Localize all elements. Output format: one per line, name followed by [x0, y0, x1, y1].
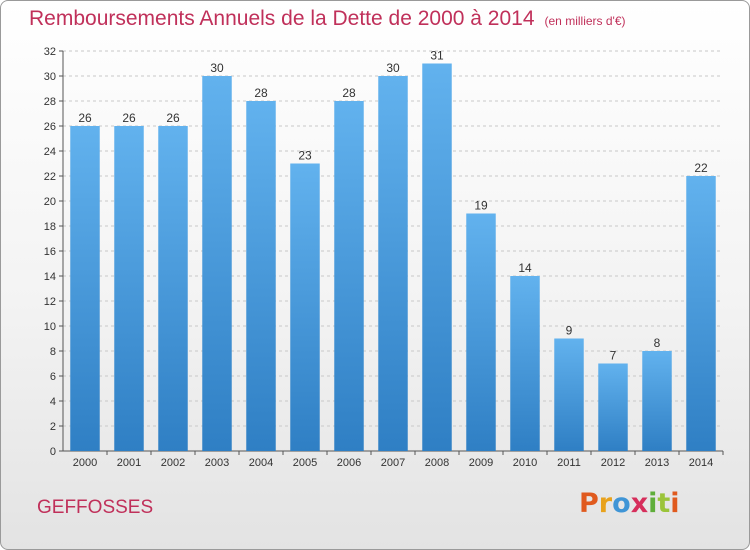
logo-letter: t	[657, 488, 671, 519]
data-label-2000: 26	[78, 111, 92, 125]
x-tick-label: 2012	[601, 457, 625, 469]
y-tick-label: 8	[50, 346, 56, 358]
y-tick-label: 24	[44, 146, 56, 158]
labels: 0246810121416182022242628303226200026200…	[44, 46, 713, 469]
y-tick-label: 26	[44, 121, 56, 133]
x-tick-label: 2006	[337, 457, 361, 469]
data-label-2010: 14	[518, 261, 532, 275]
chart-unit: (en milliers d'€)	[544, 14, 626, 28]
y-tick-label: 32	[44, 46, 56, 58]
data-label-2005: 23	[298, 149, 312, 163]
x-tick-label: 2008	[425, 457, 449, 469]
bar-2006	[334, 101, 364, 451]
data-label-2009: 19	[474, 199, 488, 213]
chart-title-text: Remboursements Annuels de la Dette de 20…	[29, 7, 535, 30]
bar-2011	[554, 338, 584, 451]
x-tick-label: 2009	[469, 457, 493, 469]
proxiti-logo[interactable]: Proxiti	[579, 488, 680, 519]
x-tick-label: 2013	[645, 457, 669, 469]
bar-2004	[246, 101, 276, 451]
data-label-2014: 22	[694, 161, 708, 175]
bars	[70, 63, 716, 451]
bar-2002	[158, 126, 188, 451]
logo-letter: x	[630, 488, 649, 519]
bar-2008	[422, 63, 452, 451]
y-tick-label: 18	[44, 221, 56, 233]
logo-letter: o	[612, 488, 631, 519]
data-label-2011: 9	[566, 324, 573, 338]
y-tick-label: 0	[50, 446, 56, 458]
bar-2000	[70, 126, 100, 451]
x-tick-label: 2007	[381, 457, 405, 469]
bar-2007	[378, 76, 408, 451]
bar-2010	[510, 276, 540, 451]
y-tick-label: 28	[44, 96, 56, 108]
y-tick-label: 16	[44, 246, 56, 258]
data-label-2007: 30	[386, 61, 400, 75]
x-tick-label: 2010	[513, 457, 537, 469]
x-tick-label: 2014	[689, 457, 713, 469]
x-tick-label: 2004	[249, 457, 273, 469]
x-tick-label: 2005	[293, 457, 317, 469]
x-tick-label: 2011	[557, 457, 581, 469]
y-tick-label: 10	[44, 321, 56, 333]
data-label-2002: 26	[166, 111, 180, 125]
y-tick-label: 30	[44, 71, 56, 83]
bar-2014	[686, 176, 716, 451]
bar-2012	[598, 363, 628, 451]
y-tick-label: 22	[44, 171, 56, 183]
logo-letter: i	[648, 488, 658, 519]
x-tick-label: 2001	[117, 457, 141, 469]
data-label-2001: 26	[122, 111, 136, 125]
logo-letter: r	[598, 488, 613, 519]
y-tick-label: 20	[44, 196, 56, 208]
commune-name: GEFFOSSES	[37, 497, 154, 518]
data-label-2003: 30	[210, 61, 224, 75]
bar-2009	[466, 213, 496, 451]
y-tick-label: 12	[44, 296, 56, 308]
data-label-2012: 7	[610, 349, 617, 363]
chart-title: Remboursements Annuels de la Dette de 20…	[29, 7, 626, 31]
bar-2013	[642, 351, 672, 451]
x-tick-label: 2002	[161, 457, 185, 469]
x-tick-label: 2000	[73, 457, 97, 469]
y-tick-label: 4	[50, 396, 56, 408]
y-tick-label: 6	[50, 371, 56, 383]
logo-letter: P	[579, 488, 599, 519]
data-label-2008: 31	[430, 49, 444, 63]
data-label-2013: 8	[654, 336, 661, 350]
y-tick-label: 2	[50, 421, 56, 433]
y-tick-label: 14	[44, 271, 56, 283]
bar-2001	[114, 126, 144, 451]
x-tick-label: 2003	[205, 457, 229, 469]
bar-2003	[202, 76, 232, 451]
logo-letter: i	[670, 488, 680, 519]
data-label-2004: 28	[254, 86, 268, 100]
bar-2005	[290, 163, 320, 451]
data-label-2006: 28	[342, 86, 356, 100]
